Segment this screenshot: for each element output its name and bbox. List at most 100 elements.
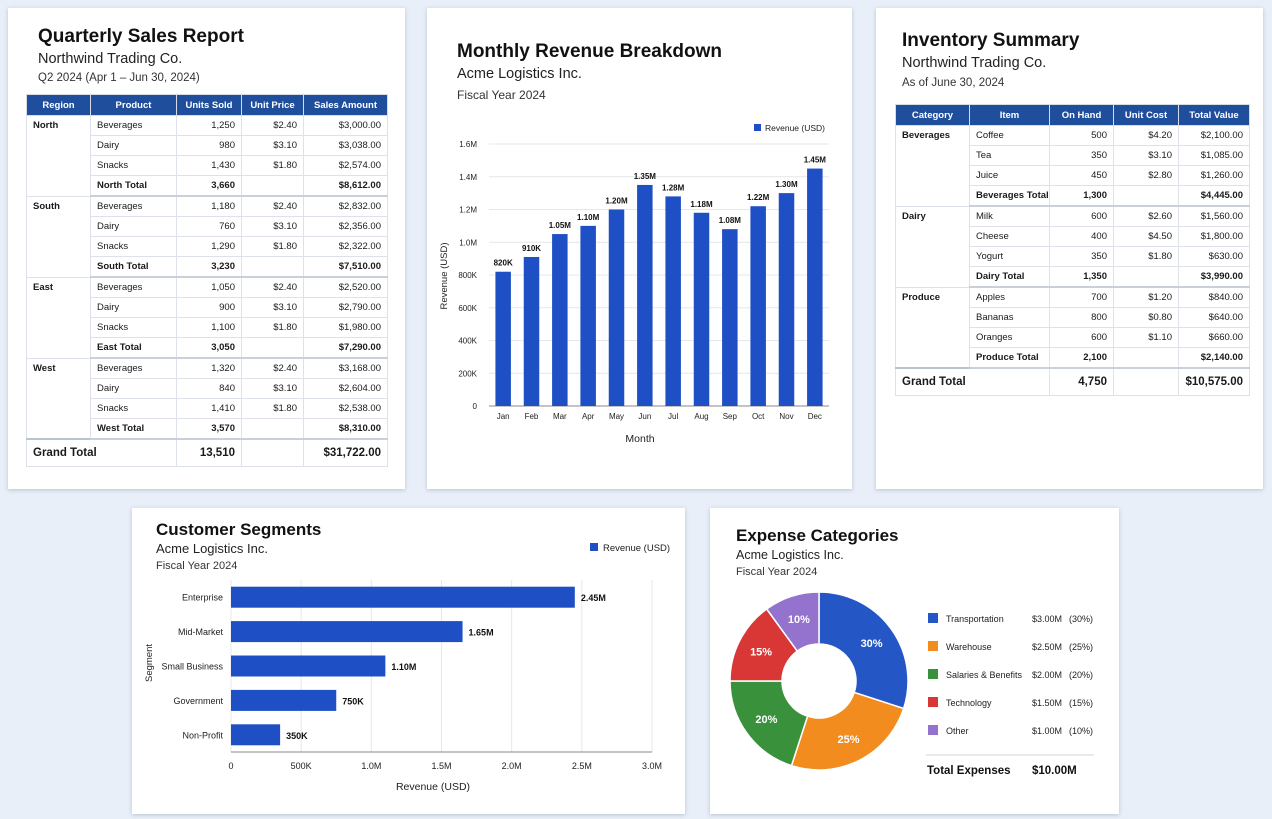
- amount-cell: $2,832.00: [303, 195, 388, 217]
- bar-value-label: 750K: [342, 696, 364, 706]
- subtotal-label-cell: West Total: [90, 418, 177, 440]
- column-header: On Hand: [1049, 104, 1114, 126]
- legend-amount: $2.50M: [1032, 642, 1062, 652]
- item-cell: Beverages: [90, 276, 177, 298]
- empty-cell: [241, 438, 304, 467]
- segment-bar: [231, 689, 337, 711]
- quarterly-period: Q2 2024 (Apr 1 – Jun 30, 2024): [38, 72, 200, 84]
- legend-percent: (20%): [1069, 670, 1093, 680]
- monthly-revenue-company: Acme Logistics Inc.: [457, 66, 582, 82]
- expense-period: Fiscal Year 2024: [736, 566, 818, 578]
- subtotal-row: East Total 3,050 $7,290.00: [27, 337, 388, 359]
- item-cell: Dairy: [90, 297, 177, 318]
- price-cell: $3.10: [1113, 145, 1179, 166]
- table-row: Snacks 1,430 $1.80 $2,574.00: [27, 155, 388, 176]
- quantity-cell: 800: [1049, 307, 1114, 328]
- item-cell: Beverages: [90, 357, 177, 379]
- x-tick-label: Jul: [668, 412, 678, 421]
- column-header: Product: [90, 94, 177, 116]
- y-tick-label: Non-Profit: [182, 730, 223, 740]
- item-cell: Dairy: [90, 135, 177, 156]
- quantity-cell: 900: [176, 297, 242, 318]
- y-tick-label: 600K: [458, 304, 477, 313]
- empty-cell: [1113, 367, 1179, 396]
- quantity-cell: 1,320: [176, 357, 242, 379]
- inventory-title: Inventory Summary: [902, 30, 1080, 51]
- amount-cell: $640.00: [1178, 307, 1250, 328]
- bar-value-label: 1.28M: [662, 183, 685, 192]
- item-cell: Beverages: [90, 115, 177, 136]
- table-row: Dairy 980 $3.10 $3,038.00: [27, 135, 388, 156]
- x-tick-label: 3.0M: [642, 761, 662, 771]
- group-label-cell: Beverages: [895, 125, 970, 207]
- item-cell: Juice: [969, 165, 1050, 186]
- quarterly-sales-table: Region Product Units Sold Unit Price Sales A…: [26, 94, 388, 467]
- empty-cell: [1113, 266, 1179, 288]
- slice-percent-label: 10%: [788, 614, 810, 626]
- subtotal-label-cell: Produce Total: [969, 347, 1050, 369]
- y-tick-label: 800K: [458, 271, 477, 280]
- revenue-bar: [665, 196, 681, 406]
- expense-categories-chart: 30% 25% 20% 15% 10% Transportation $3.00M (30%)…: [729, 591, 1094, 777]
- inventory-company: Northwind Trading Co.: [902, 55, 1047, 71]
- grand-total-row: Grand Total 4,750 $10,575.00: [895, 367, 1250, 396]
- amount-cell: $2,604.00: [303, 378, 388, 399]
- legend-swatch: [590, 543, 598, 551]
- item-cell: Snacks: [90, 236, 177, 257]
- x-tick-label: Sep: [723, 412, 738, 421]
- quantity-cell: 1,180: [176, 195, 242, 217]
- table-row: Dairy Milk 600 $2.60 $1,560.00: [895, 205, 1250, 288]
- grand-total-label-cell: Grand Total: [895, 367, 1050, 396]
- quantity-cell: 1,290: [176, 236, 242, 257]
- amount-cell: $1,800.00: [1178, 226, 1250, 247]
- empty-cell: [241, 418, 304, 440]
- price-cell: $1.80: [241, 155, 304, 176]
- legend-percent: (15%): [1069, 698, 1093, 708]
- x-tick-label: Jun: [638, 412, 651, 421]
- table-row: South Beverages 1,180 $2.40 $2,832.00: [26, 195, 388, 278]
- table-row: Beverages Coffee 500 $4.20 $2,100.00: [895, 125, 1250, 207]
- subtotal-label-cell: Dairy Total: [969, 266, 1050, 288]
- customer-segments-chart: 0 500K 1.0M 1.5M 2.0M 2.5M 3.0M 2.45M Enterprise…: [144, 543, 670, 793]
- x-tick-label: 500K: [291, 761, 312, 771]
- y-tick-label: 1.6M: [459, 140, 477, 149]
- subtotal-amount-cell: $8,612.00: [303, 175, 388, 197]
- bar-value-label: 1.10M: [577, 213, 600, 222]
- amount-cell: $1,980.00: [303, 317, 388, 338]
- subtotal-label-cell: South Total: [90, 256, 177, 278]
- segments-title: Customer Segments: [156, 520, 322, 539]
- quantity-cell: 1,410: [176, 398, 242, 419]
- x-tick-label: 1.5M: [431, 761, 451, 771]
- revenue-bar: [608, 209, 625, 406]
- segment-bar: [231, 586, 575, 608]
- legend-swatch: [928, 725, 938, 735]
- revenue-bar: [495, 271, 511, 406]
- column-header: Sales Amount: [303, 94, 388, 116]
- table-row: Oranges 600 $1.10 $660.00: [896, 327, 1250, 348]
- amount-cell: $1,085.00: [1178, 145, 1250, 166]
- legend-label: Technology: [946, 698, 992, 708]
- bar-value-label: 1.22M: [747, 193, 770, 202]
- item-cell: Cheese: [969, 226, 1050, 247]
- quantity-cell: 1,100: [176, 317, 242, 338]
- legend-swatch: [928, 613, 938, 623]
- price-cell: $3.10: [241, 297, 304, 318]
- subtotal-amount-cell: $8,310.00: [303, 418, 388, 440]
- legend-label: Warehouse: [946, 642, 992, 652]
- y-tick-label: 200K: [458, 369, 477, 378]
- subtotal-quantity-cell: 3,050: [176, 337, 242, 359]
- y-tick-label: 400K: [458, 337, 477, 346]
- table-row: Snacks 1,410 $1.80 $2,538.00: [27, 398, 388, 419]
- donut-slice: [818, 591, 909, 710]
- monthly-revenue-period: Fiscal Year 2024: [457, 88, 546, 102]
- legend-amount: $1.50M: [1032, 698, 1062, 708]
- price-cell: $4.20: [1113, 125, 1179, 146]
- legend-percent: (10%): [1069, 726, 1093, 736]
- expense-categories-card: Expense Categories Acme Logistics Inc. F…: [710, 508, 1119, 814]
- inventory-asof: As of June 30, 2024: [902, 77, 1005, 89]
- empty-cell: [241, 256, 304, 278]
- item-cell: Yogurt: [969, 246, 1050, 267]
- legend-percent: (30%): [1069, 614, 1093, 624]
- grand-total-row: Grand Total 13,510 $31,722.00: [26, 438, 388, 467]
- price-cell: $3.10: [241, 216, 304, 237]
